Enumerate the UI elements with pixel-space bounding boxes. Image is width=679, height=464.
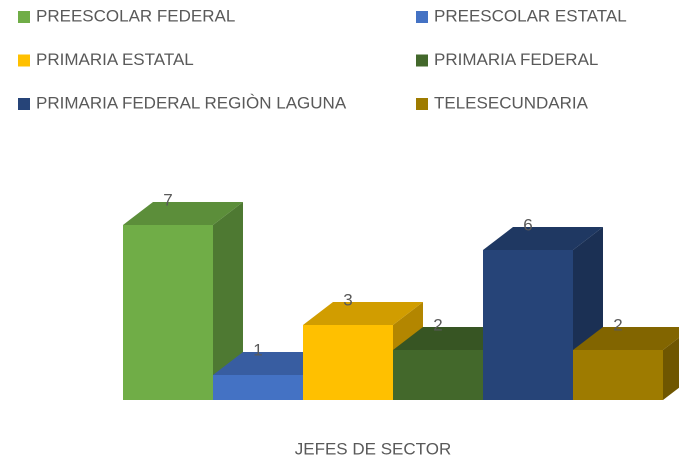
data-label: 2 [613,315,622,334]
legend-swatch [18,98,30,110]
legend-label: PRIMARIA FEDERAL [434,50,598,69]
legend-swatch [416,98,428,110]
bar-front [573,350,663,400]
data-label: 3 [343,290,352,309]
bar-front [483,250,573,400]
data-label: 1 [253,340,262,359]
legend-swatch [18,54,30,67]
legend-swatch [416,54,428,67]
x-tick-label: JEFES DE SECTOR [295,439,452,458]
bar-side [663,337,679,400]
data-label: 2 [433,315,442,334]
bar-top [303,302,423,325]
legend-label: PREESCOLAR ESTATAL [434,6,627,25]
bar-top [123,202,243,225]
bar [573,327,679,400]
legend-label: TELESECUNDARIA [434,93,589,112]
legend-swatch [18,11,30,23]
bar [123,202,243,400]
bar-front [393,350,483,400]
bar-top [483,227,603,250]
legend-label: PRIMARIA FEDERAL REGIÒN LAGUNA [36,93,347,112]
bar-top [573,327,679,350]
bar-front [303,325,393,400]
data-label: 7 [163,190,172,209]
legend-label: PREESCOLAR FEDERAL [36,6,235,25]
legend-swatch [416,11,428,23]
bar-front [213,375,303,400]
legend-label: PRIMARIA ESTATAL [36,50,194,69]
data-label: 6 [523,215,532,234]
bar-front [123,225,213,400]
bar-side [213,202,243,400]
